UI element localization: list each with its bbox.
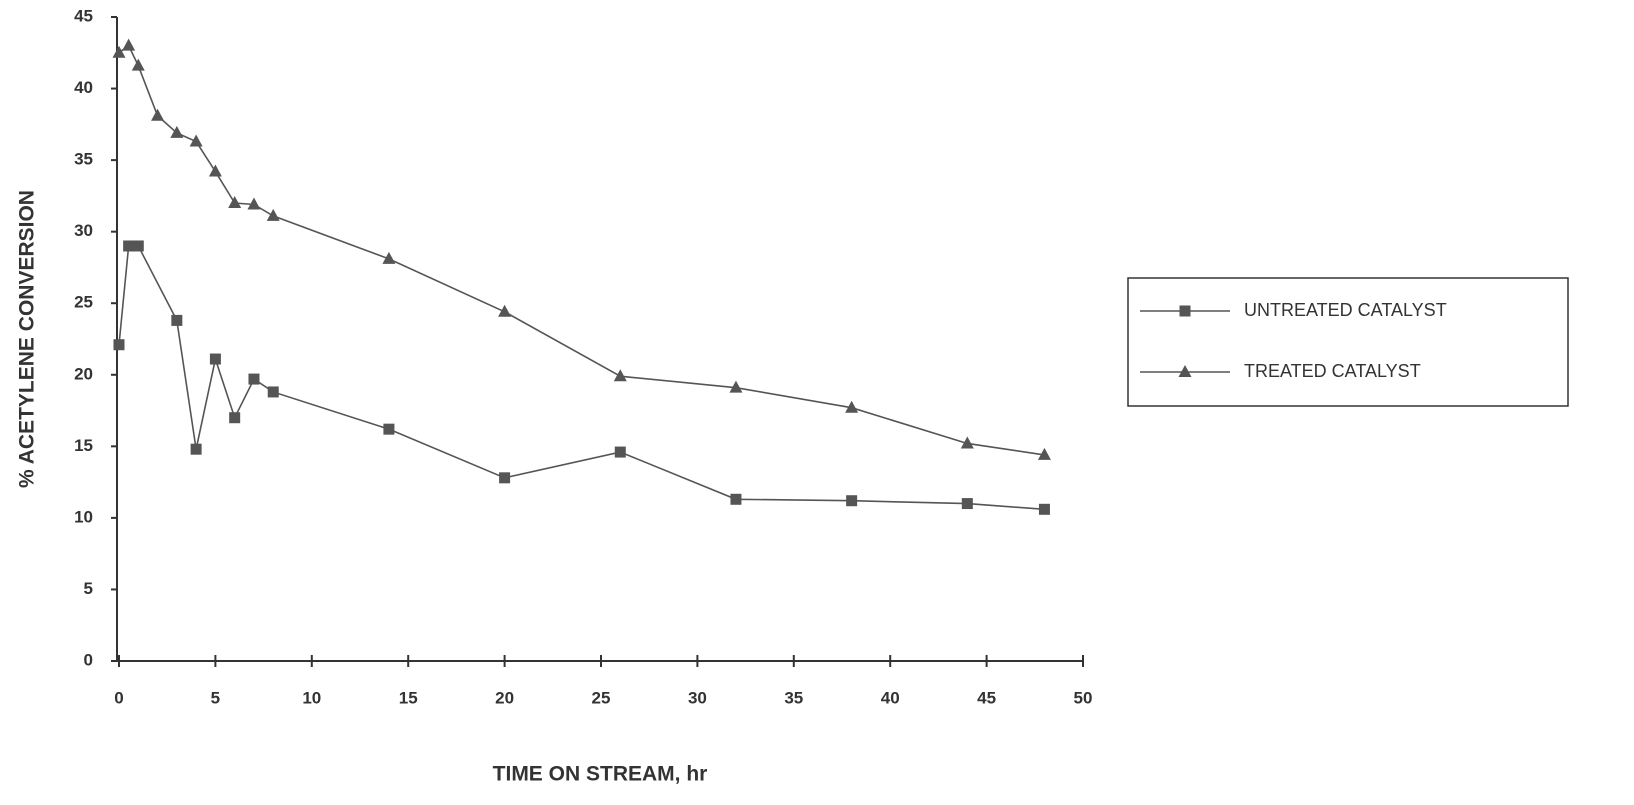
marker <box>209 165 222 177</box>
marker <box>248 374 259 385</box>
x-tick-label: 50 <box>1074 688 1093 707</box>
x-tick-label: 35 <box>784 688 803 707</box>
marker <box>229 412 240 423</box>
y-tick-label: 5 <box>84 579 93 598</box>
marker <box>498 305 511 317</box>
marker <box>122 39 135 51</box>
y-tick-label: 20 <box>74 364 93 383</box>
x-tick-label: 20 <box>495 688 514 707</box>
legend-box <box>1128 278 1568 406</box>
marker <box>499 472 510 483</box>
marker <box>268 386 279 397</box>
marker <box>133 240 144 251</box>
marker <box>228 196 241 208</box>
marker <box>1039 504 1050 515</box>
marker <box>846 495 857 506</box>
y-tick-label: 30 <box>74 221 93 240</box>
y-tick-label: 35 <box>74 150 93 169</box>
marker <box>171 315 182 326</box>
x-tick-label: 25 <box>592 688 611 707</box>
x-tick-label: 40 <box>881 688 900 707</box>
x-tick-label: 0 <box>114 688 123 707</box>
x-tick-label: 15 <box>399 688 418 707</box>
marker <box>267 209 280 221</box>
x-axis-title: TIME ON STREAM, hr <box>493 763 708 786</box>
x-tick-label: 45 <box>977 688 996 707</box>
x-tick-label: 30 <box>688 688 707 707</box>
marker <box>113 46 126 58</box>
y-tick-label: 45 <box>74 6 93 25</box>
x-tick-label: 5 <box>211 688 220 707</box>
marker <box>132 59 145 71</box>
y-axis-title: % ACETYLENE CONVERSION <box>16 190 39 488</box>
marker <box>962 498 973 509</box>
marker <box>190 135 203 147</box>
y-tick-label: 15 <box>74 436 93 455</box>
marker <box>170 126 183 138</box>
legend-marker <box>1179 365 1192 377</box>
marker <box>210 354 221 365</box>
marker <box>730 494 741 505</box>
y-tick-label: 40 <box>74 78 93 97</box>
marker <box>123 240 134 251</box>
marker <box>614 369 627 381</box>
marker <box>151 109 164 121</box>
y-tick-label: 25 <box>74 293 93 312</box>
legend-label: UNTREATED CATALYST <box>1244 300 1447 320</box>
marker <box>383 424 394 435</box>
marker <box>615 447 626 458</box>
legend-label: TREATED CATALYST <box>1244 361 1421 381</box>
marker <box>114 339 125 350</box>
legend-marker <box>1180 306 1191 317</box>
marker <box>191 444 202 455</box>
chart: TIME ON STREAM, hr % ACETYLENE CONVERSIO… <box>0 0 1634 805</box>
y-tick-label: 10 <box>74 507 93 526</box>
x-tick-label: 10 <box>302 688 321 707</box>
series-line <box>119 46 1044 455</box>
y-tick-label: 0 <box>84 650 93 669</box>
